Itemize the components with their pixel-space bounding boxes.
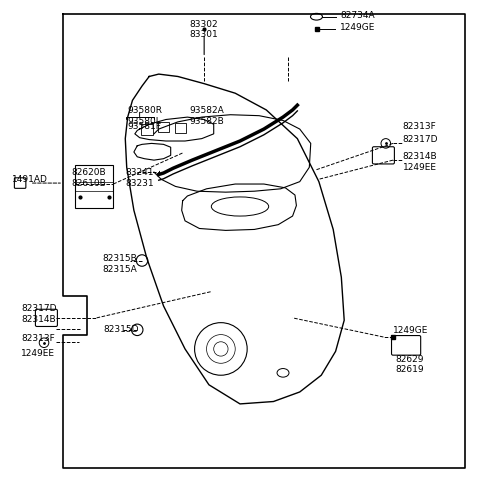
Text: 1249GE: 1249GE	[393, 326, 428, 335]
Text: 1249GE: 1249GE	[340, 23, 376, 32]
Text: 1491AD: 1491AD	[12, 175, 48, 184]
Bar	[175, 123, 186, 133]
Text: 82314B: 82314B	[403, 152, 437, 161]
Text: 83302
83301: 83302 83301	[190, 20, 218, 40]
Text: 93581F: 93581F	[128, 122, 162, 131]
Text: 82317D: 82317D	[403, 135, 438, 144]
Text: 82317D: 82317D	[21, 304, 57, 313]
Text: 82629
82619: 82629 82619	[396, 355, 424, 374]
Text: 93582A
93582B: 93582A 93582B	[190, 106, 225, 126]
Bar	[158, 122, 169, 132]
Text: 82313F: 82313F	[21, 334, 55, 343]
Text: 1249EE: 1249EE	[403, 163, 436, 172]
Text: 93580R
93580L: 93580R 93580L	[128, 106, 163, 126]
Text: 83241
83231: 83241 83231	[125, 168, 154, 188]
Text: 82620B
82610B: 82620B 82610B	[72, 168, 107, 188]
Bar	[75, 165, 113, 208]
Text: 82314B: 82314B	[21, 315, 56, 325]
Text: 1249EE: 1249EE	[21, 349, 55, 358]
Text: 82315D: 82315D	[104, 325, 139, 334]
Text: 82313F: 82313F	[403, 122, 436, 131]
Bar	[141, 124, 153, 135]
Text: 82734A: 82734A	[340, 11, 375, 20]
Text: 82315B
82315A: 82315B 82315A	[102, 254, 137, 274]
